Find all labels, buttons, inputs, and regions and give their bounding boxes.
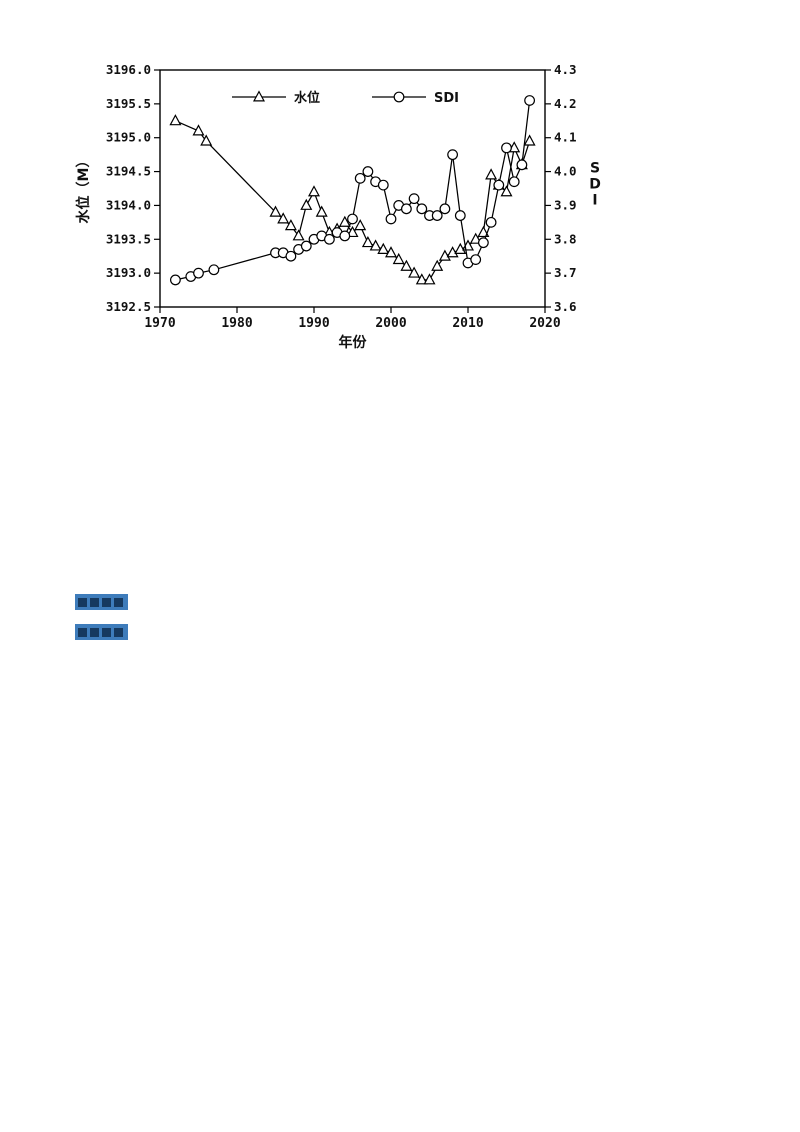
svg-text:3195.5: 3195.5	[106, 96, 151, 111]
svg-text:4.1: 4.1	[554, 130, 577, 145]
svg-text:2000: 2000	[375, 316, 406, 331]
svg-text:2010: 2010	[452, 316, 483, 331]
svg-text:3194.5: 3194.5	[106, 164, 151, 179]
highlighted-link-1[interactable]	[75, 594, 128, 610]
svg-text:1970: 1970	[144, 316, 175, 331]
svg-text:3.7: 3.7	[554, 265, 577, 280]
svg-text:4.0: 4.0	[554, 164, 577, 179]
svg-text:4.2: 4.2	[554, 96, 577, 111]
svg-text:3.8: 3.8	[554, 231, 577, 246]
svg-text:SDI: SDI	[589, 161, 601, 209]
svg-text:3193.5: 3193.5	[106, 231, 151, 246]
svg-text:3193.0: 3193.0	[106, 265, 151, 280]
svg-text:水位: 水位	[294, 90, 320, 106]
chart-figure: 3192.5 3193.0 3193.5 3194.0 3194.5 3195.0 3195…	[64, 55, 608, 358]
svg-text:1980: 1980	[221, 316, 252, 331]
svg-text:3194.0: 3194.0	[106, 197, 151, 212]
svg-text:水位（M）: 水位（M）	[75, 154, 92, 224]
svg-text:2020: 2020	[529, 316, 560, 331]
svg-text:1990: 1990	[298, 316, 329, 331]
line-chart: 3192.5 3193.0 3193.5 3194.0 3194.5 3195.0 3195…	[75, 62, 601, 351]
svg-text:3196.0: 3196.0	[106, 62, 151, 77]
svg-text:3192.5: 3192.5	[106, 299, 151, 314]
svg-text:3195.0: 3195.0	[106, 130, 151, 145]
svg-text:SDI: SDI	[434, 91, 459, 106]
svg-text:3.9: 3.9	[554, 197, 577, 212]
link-text-illegible-1	[78, 597, 125, 607]
svg-text:4.3: 4.3	[554, 62, 577, 77]
highlighted-link-2[interactable]	[75, 624, 128, 640]
svg-text:年份: 年份	[339, 334, 368, 351]
svg-text:3.6: 3.6	[554, 299, 577, 314]
link-text-illegible-2	[78, 627, 125, 637]
